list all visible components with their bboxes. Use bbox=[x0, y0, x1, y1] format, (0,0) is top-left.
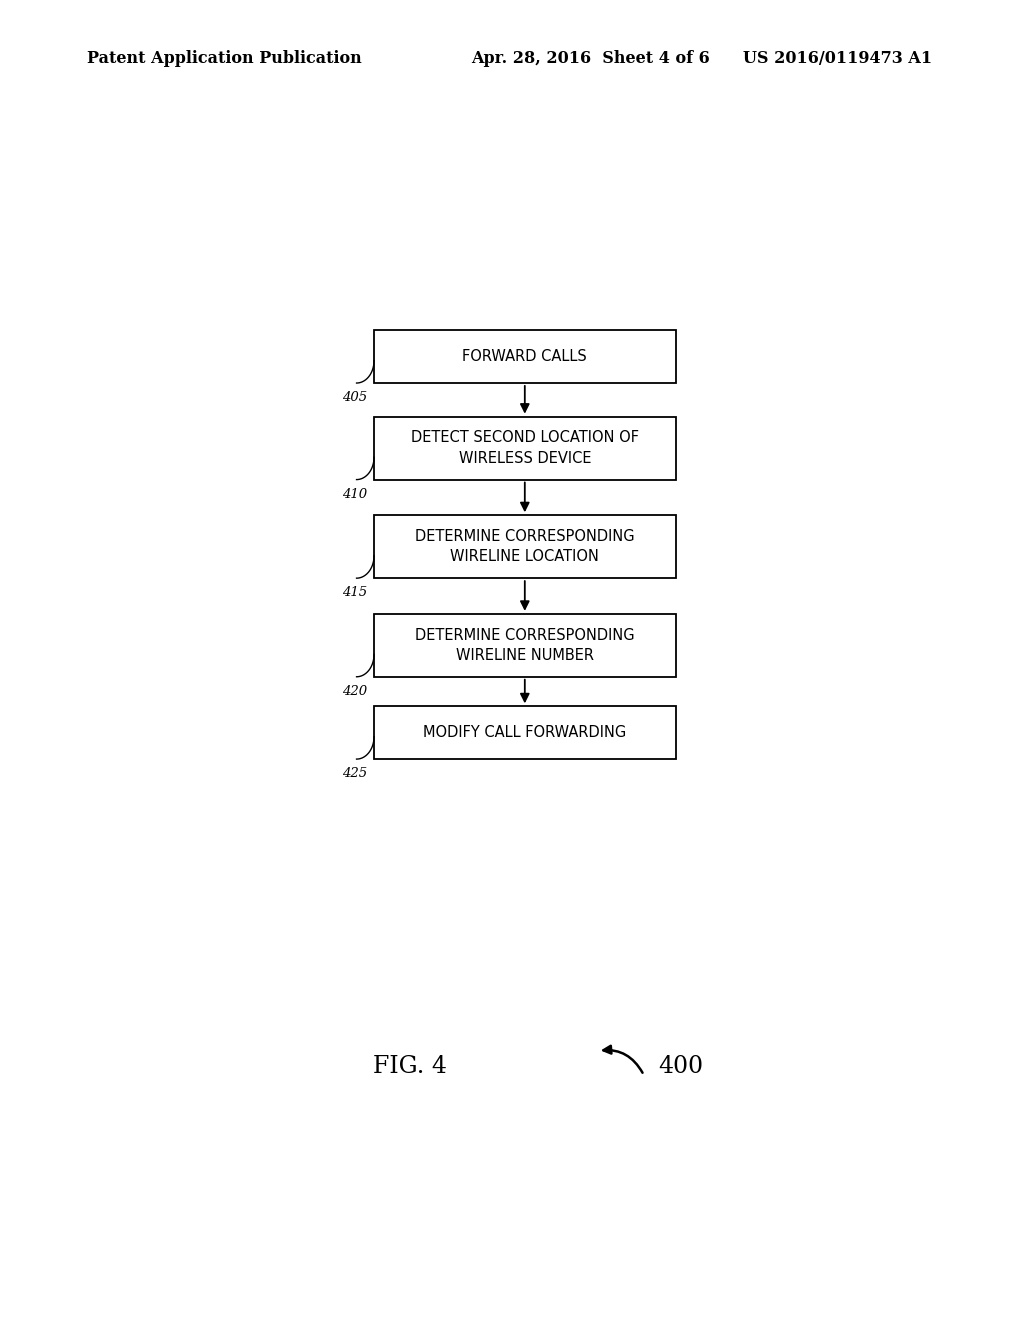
Text: Patent Application Publication: Patent Application Publication bbox=[87, 50, 361, 67]
Text: Apr. 28, 2016  Sheet 4 of 6: Apr. 28, 2016 Sheet 4 of 6 bbox=[471, 50, 710, 67]
Bar bbox=[374, 417, 676, 479]
Text: FIG. 4: FIG. 4 bbox=[373, 1055, 446, 1077]
Text: DETERMINE CORRESPONDING
WIRELINE NUMBER: DETERMINE CORRESPONDING WIRELINE NUMBER bbox=[415, 627, 635, 663]
Text: FORWARD CALLS: FORWARD CALLS bbox=[463, 348, 587, 364]
Bar bbox=[374, 614, 676, 677]
Text: 410: 410 bbox=[343, 487, 368, 500]
Text: 420: 420 bbox=[343, 685, 368, 698]
Text: 415: 415 bbox=[343, 586, 368, 599]
Bar bbox=[374, 706, 676, 759]
Bar bbox=[374, 330, 676, 383]
Text: 405: 405 bbox=[343, 391, 368, 404]
Text: MODIFY CALL FORWARDING: MODIFY CALL FORWARDING bbox=[423, 725, 627, 741]
Bar bbox=[374, 515, 676, 578]
Text: US 2016/0119473 A1: US 2016/0119473 A1 bbox=[742, 50, 932, 67]
Text: 425: 425 bbox=[343, 767, 368, 780]
Text: DETECT SECOND LOCATION OF
WIRELESS DEVICE: DETECT SECOND LOCATION OF WIRELESS DEVIC… bbox=[411, 430, 639, 466]
Text: DETERMINE CORRESPONDING
WIRELINE LOCATION: DETERMINE CORRESPONDING WIRELINE LOCATIO… bbox=[415, 529, 635, 565]
Text: 400: 400 bbox=[658, 1055, 703, 1077]
